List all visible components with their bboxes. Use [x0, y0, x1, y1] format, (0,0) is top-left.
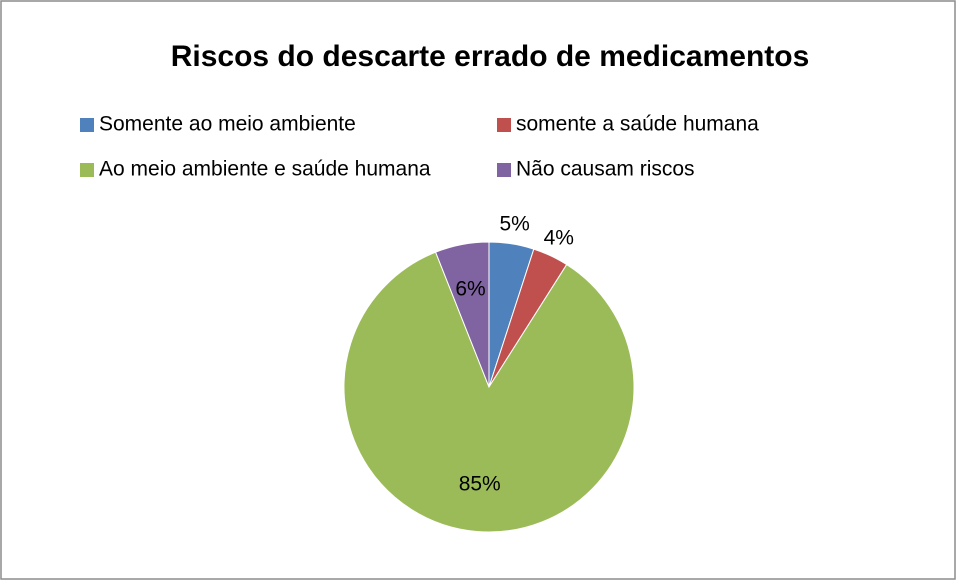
data-label: 5% — [499, 213, 529, 236]
data-label: 4% — [544, 226, 574, 249]
pie-slice — [434, 241, 490, 388]
data-label: 85% — [459, 473, 501, 496]
legend-label: Somente ao meio ambiente — [99, 113, 356, 136]
legend-label: Ao meio ambiente e saúde humana — [99, 158, 431, 181]
legend-label: somente a saúde humana — [516, 113, 759, 136]
legend-swatch — [80, 163, 94, 177]
chart-title: Riscos do descarte errado de medicamento… — [171, 40, 810, 73]
legend-swatch — [80, 118, 94, 132]
legend-label: Não causam riscos — [516, 158, 695, 181]
data-label: 6% — [455, 278, 485, 301]
legend-swatch — [497, 163, 511, 177]
pie-slice — [343, 251, 635, 533]
legend-swatch — [497, 118, 511, 132]
